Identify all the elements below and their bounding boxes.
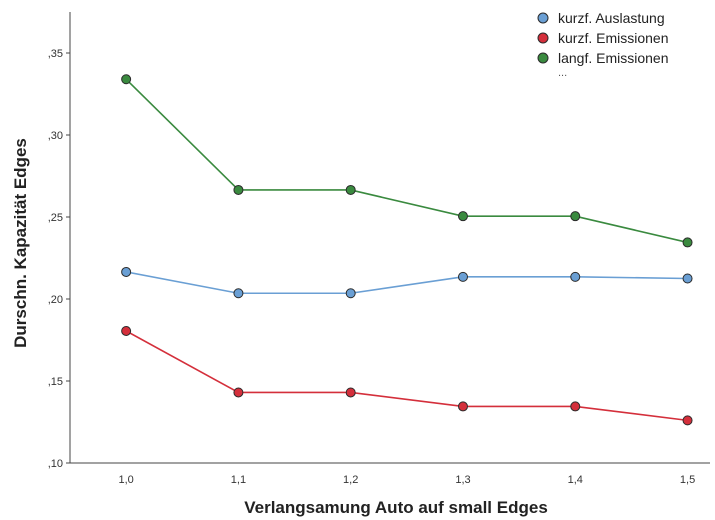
x-tick-label: 1,5 <box>680 474 695 486</box>
series-2 <box>121 325 693 426</box>
data-point <box>233 288 244 299</box>
legend-marker <box>537 52 549 64</box>
data-point <box>233 387 244 398</box>
axes <box>69 12 710 464</box>
data-point <box>345 184 356 195</box>
legend-marker <box>537 12 549 24</box>
y-tick-label: ,35 <box>48 48 63 60</box>
data-point <box>233 184 244 195</box>
series-3 <box>121 74 693 248</box>
data-point <box>682 273 693 284</box>
data-point <box>457 401 468 412</box>
series-group <box>121 74 693 426</box>
y-axis-title: Durschn. Kapazität Edges <box>11 138 30 348</box>
data-point <box>570 401 581 412</box>
x-tick-label: 1,3 <box>455 474 470 486</box>
x-tick-label: 1,1 <box>231 474 246 486</box>
y-tick-label: ,15 <box>48 376 63 388</box>
data-point <box>682 237 693 248</box>
y-ticks: ,10 ,15 ,20 ,25 ,30 ,35 <box>48 48 70 470</box>
x-ticks: 1,0 1,1 1,2 1,3 1,4 1,5 <box>118 474 695 486</box>
data-point <box>121 325 132 336</box>
x-tick-label: 1,2 <box>343 474 358 486</box>
data-point <box>682 415 693 426</box>
series-1 <box>121 266 693 299</box>
series-line <box>125 271 688 295</box>
data-point <box>345 288 356 299</box>
data-point <box>345 387 356 398</box>
legend-label: kurzf. Auslastung <box>558 10 665 26</box>
legend-label: kurzf. Emissionen <box>558 30 668 46</box>
y-tick-label: ,20 <box>48 294 63 306</box>
x-axis-title: Verlangsamung Auto auf small Edges <box>244 498 548 517</box>
data-point <box>570 211 581 222</box>
legend-more: ... <box>558 67 567 79</box>
x-tick-label: 1,4 <box>568 474 583 486</box>
legend-label: langf. Emissionen <box>558 50 669 66</box>
legend: kurzf. Auslastung kurzf. Emissionen langf.… <box>537 10 669 79</box>
x-tick-label: 1,0 <box>118 474 133 486</box>
data-point <box>121 74 132 85</box>
data-point <box>457 211 468 222</box>
y-tick-label: ,30 <box>48 130 63 142</box>
y-tick-label: ,25 <box>48 212 63 224</box>
legend-marker <box>537 32 549 44</box>
data-point <box>570 271 581 282</box>
series-line <box>125 78 688 244</box>
y-tick-label: ,10 <box>48 458 63 470</box>
data-point <box>121 266 132 277</box>
data-point <box>457 271 468 282</box>
series-line <box>125 330 688 422</box>
